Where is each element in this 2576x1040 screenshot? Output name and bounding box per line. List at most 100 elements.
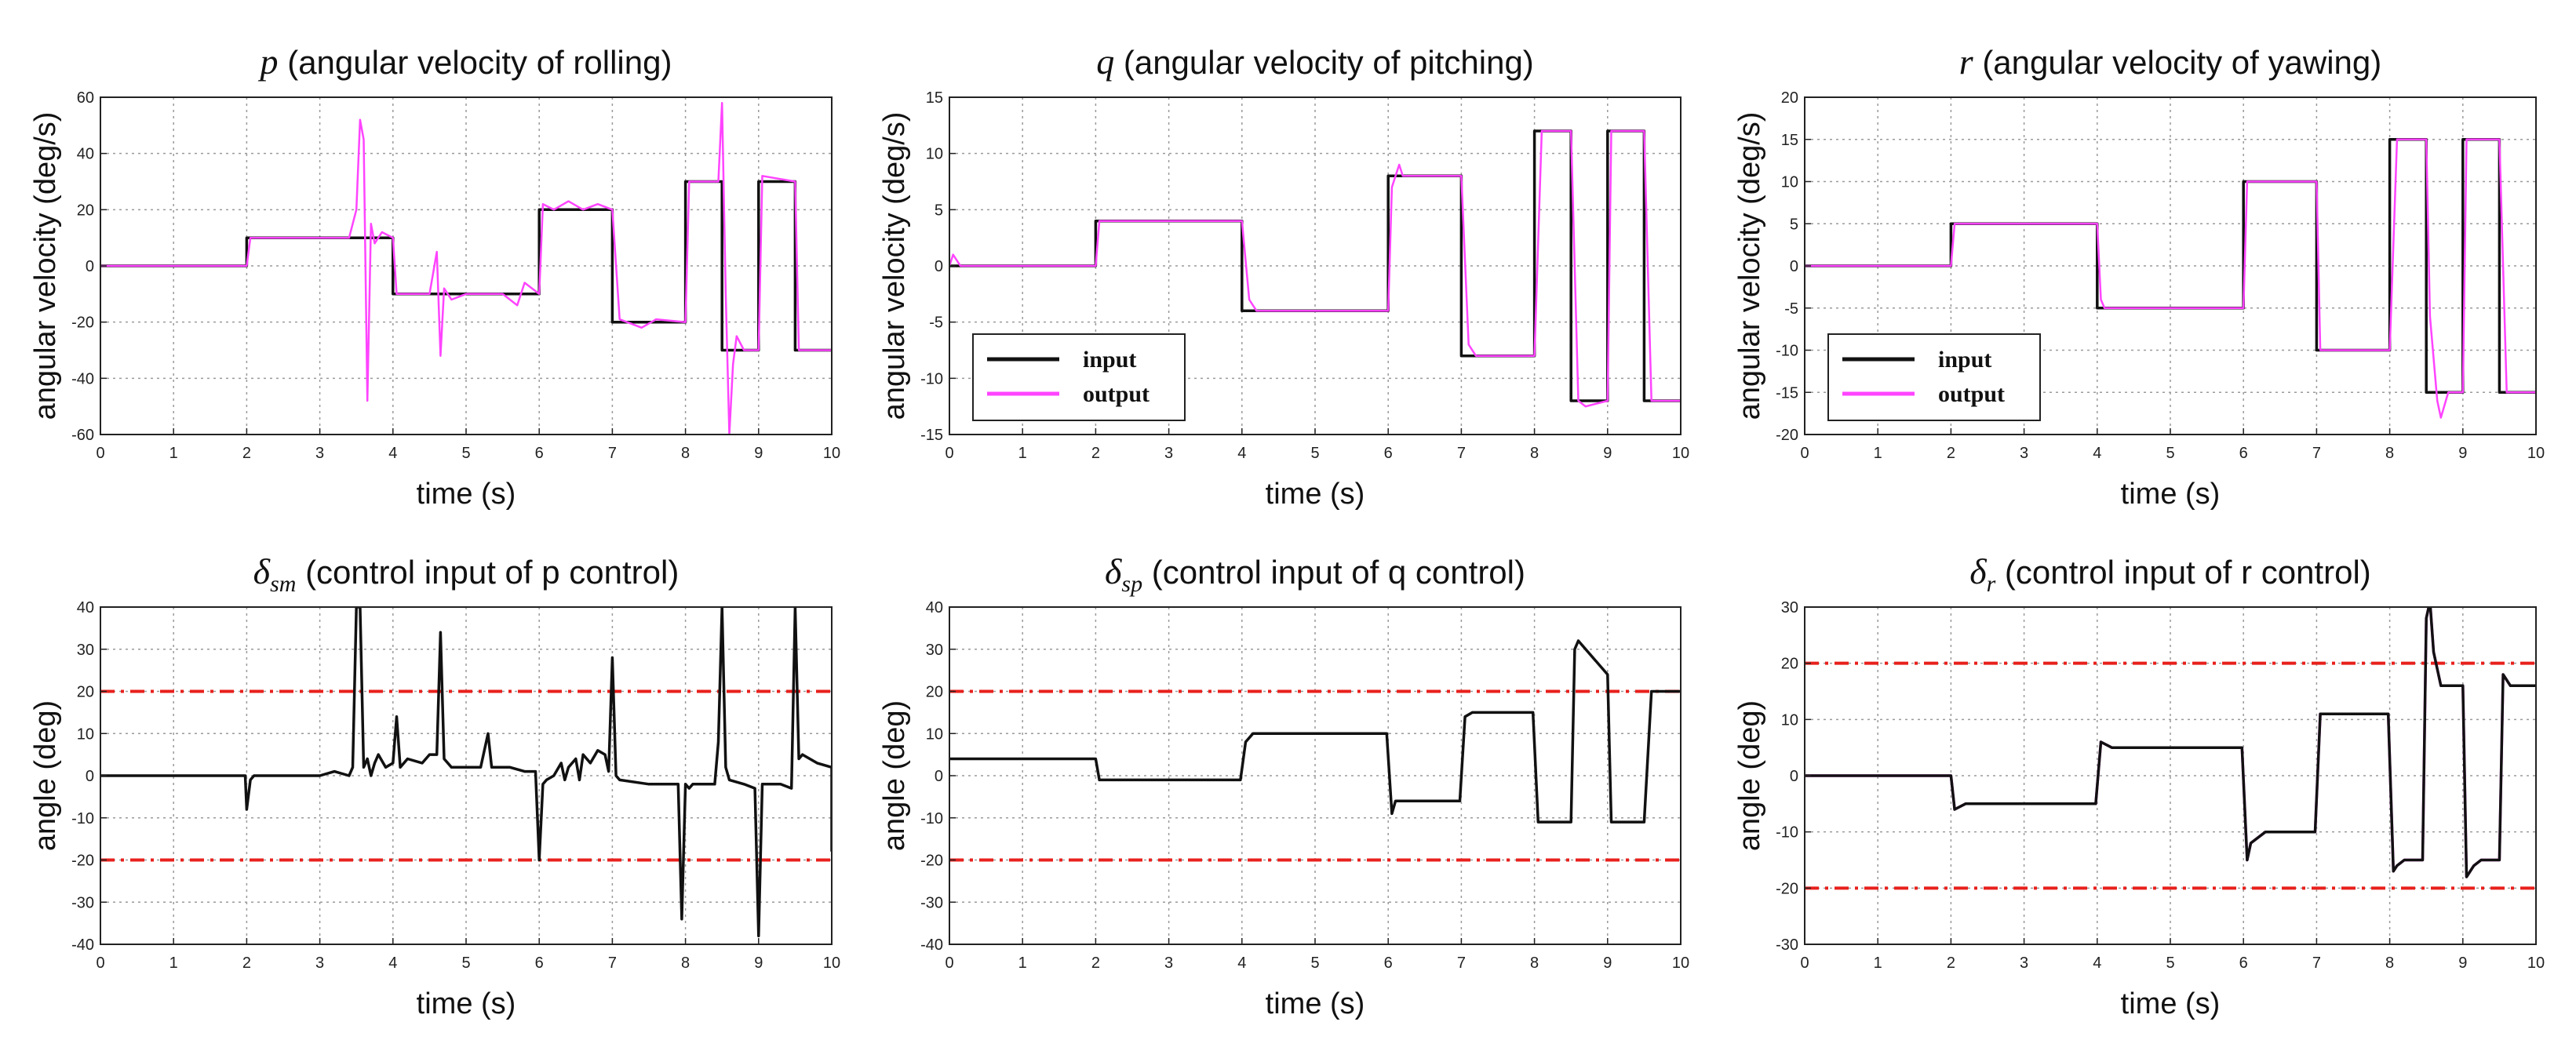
title-text: (angular velocity of yawing) <box>1973 44 2382 81</box>
series-line-control-input <box>949 639 1681 824</box>
y-axis-label: angular velocity (deg/s) <box>29 112 62 420</box>
y-tick-label: 20 <box>1781 89 1798 107</box>
chart-title: r (angular velocity of yawing) <box>1959 42 2381 82</box>
x-tick-label: 5 <box>2166 955 2174 972</box>
title-text: (control input of p control) <box>296 554 679 591</box>
y-tick-label: 5 <box>935 202 943 219</box>
x-tick-label: 5 <box>461 955 470 972</box>
x-tick-label: 4 <box>1237 955 1246 972</box>
chart-panel-4: 0 1 2 3 4 5 6 7 8 9 10 -40 -30 -20 -10 0 10 20 30 40 time (s… <box>29 551 840 1020</box>
data-layer <box>949 129 1681 408</box>
series-line-control-input <box>100 607 832 938</box>
y-tick-label: -20 <box>920 853 943 870</box>
chart-panel-1: 0 1 2 3 4 5 6 7 8 9 10 -60 -40 -20 0 20 40 60 time (s) angu… <box>29 42 840 511</box>
x-tick-label: 2 <box>1091 445 1100 462</box>
chart-panel-2: 0 1 2 3 4 5 6 7 8 9 10 -15 -10 -5 0 5 10 15 time (s) angula… <box>878 42 1689 511</box>
y-tick-label: -60 <box>71 427 94 444</box>
x-tick-label: 3 <box>2020 955 2028 972</box>
y-tick-label: -15 <box>920 427 943 444</box>
x-tick-label: 7 <box>1457 955 1466 972</box>
y-tick-label: 0 <box>935 768 943 785</box>
y-tick-label: -10 <box>1776 824 1798 842</box>
y-tick-label: -20 <box>1776 880 1798 897</box>
legend-label-input: input <box>1938 347 1991 373</box>
x-tick-label: 7 <box>1457 445 1466 462</box>
title-symbol: δ <box>253 551 271 591</box>
x-tick-label: 6 <box>535 955 544 972</box>
y-tick-label: -30 <box>71 894 94 911</box>
x-tick-label: 1 <box>1874 445 1882 462</box>
y-tick-label: 0 <box>935 258 943 275</box>
legend-box <box>1827 333 2041 421</box>
title-symbol: δ <box>1969 551 1987 591</box>
y-tick-label: 10 <box>926 725 943 743</box>
x-tick-label: 0 <box>945 445 953 462</box>
x-tick-label: 3 <box>2020 445 2028 462</box>
title-symbol: p <box>258 42 279 82</box>
y-axis-label: angle (deg) <box>29 700 62 851</box>
y-tick-label: 10 <box>77 725 94 743</box>
y-axis-label: angular velocity (deg/s) <box>878 112 911 420</box>
y-tick-label: 10 <box>926 146 943 163</box>
x-tick-label: 9 <box>1603 955 1612 972</box>
x-tick-label: 5 <box>1310 445 1319 462</box>
x-tick-label: 8 <box>2385 955 2394 972</box>
data-layer <box>1805 138 2536 419</box>
legend-label-output: output <box>1083 381 1150 407</box>
x-tick-label: 5 <box>2166 445 2174 462</box>
y-tick-label: 60 <box>77 89 94 107</box>
chart-title: p (angular velocity of rolling) <box>258 42 672 82</box>
x-tick-label: 2 <box>242 955 251 972</box>
x-tick-label: 0 <box>945 955 953 972</box>
x-tick-label: 6 <box>2239 445 2248 462</box>
y-tick-label: 10 <box>1781 174 1798 191</box>
x-tick-label: 7 <box>2312 955 2321 972</box>
y-tick-label: 0 <box>86 768 94 785</box>
x-tick-label: 9 <box>2458 955 2467 972</box>
series-line-output <box>100 101 832 435</box>
x-tick-label: 8 <box>2385 445 2394 462</box>
x-tick-label: 6 <box>2239 955 2248 972</box>
y-tick-label: -10 <box>920 370 943 387</box>
y-tick-label: 20 <box>926 684 943 701</box>
y-tick-label: -20 <box>71 315 94 332</box>
series-line-output <box>949 129 1681 408</box>
y-axis-label: angular velocity (deg/s) <box>1733 112 1766 420</box>
title-subscript: r <box>1987 571 1996 597</box>
x-tick-label: 5 <box>461 445 470 462</box>
x-tick-label: 8 <box>1530 955 1539 972</box>
y-tick-label: 20 <box>1781 656 1798 673</box>
y-tick-label: 20 <box>77 202 94 219</box>
x-tick-label: 0 <box>1800 955 1809 972</box>
y-tick-label: -30 <box>1776 936 1798 954</box>
x-tick-label: 2 <box>1091 955 1100 972</box>
data-layer <box>1805 607 2536 890</box>
chart-panel-5: 0 1 2 3 4 5 6 7 8 9 10 -40 -30 -20 -10 0 10 20 30 40 time (s… <box>878 551 1689 1020</box>
y-tick-label: -20 <box>71 853 94 870</box>
chart-title: q (angular velocity of pitching) <box>1096 42 1534 82</box>
x-tick-label: 7 <box>608 445 617 462</box>
chart-panel-3: 0 1 2 3 4 5 6 7 8 9 10 -20 -15 -10 -5 0 5 10 15 20 time (s) a… <box>1733 42 2545 511</box>
x-axis-label: time (s) <box>1266 478 1365 511</box>
y-tick-label: -30 <box>920 894 943 911</box>
title-symbol: r <box>1959 42 1974 82</box>
x-tick-label: 0 <box>1800 445 1809 462</box>
x-tick-label: 9 <box>1603 445 1612 462</box>
title-text: (angular velocity of pitching) <box>1114 44 1534 81</box>
y-tick-label: 20 <box>77 684 94 701</box>
x-tick-label: 4 <box>1237 445 1246 462</box>
y-tick-label: 10 <box>1781 711 1798 729</box>
x-tick-label: 8 <box>681 445 690 462</box>
data-layer <box>100 607 832 938</box>
x-tick-label: 10 <box>823 445 840 462</box>
x-tick-label: 1 <box>1018 955 1027 972</box>
y-tick-label: 30 <box>926 642 943 659</box>
x-tick-label: 7 <box>608 955 617 972</box>
series-line-input <box>100 180 832 352</box>
y-tick-label: 15 <box>926 89 943 107</box>
y-tick-label: 40 <box>77 146 94 163</box>
x-axis-label: time (s) <box>2121 987 2221 1020</box>
x-tick-label: 7 <box>2312 445 2321 462</box>
x-axis-label: time (s) <box>417 478 516 511</box>
